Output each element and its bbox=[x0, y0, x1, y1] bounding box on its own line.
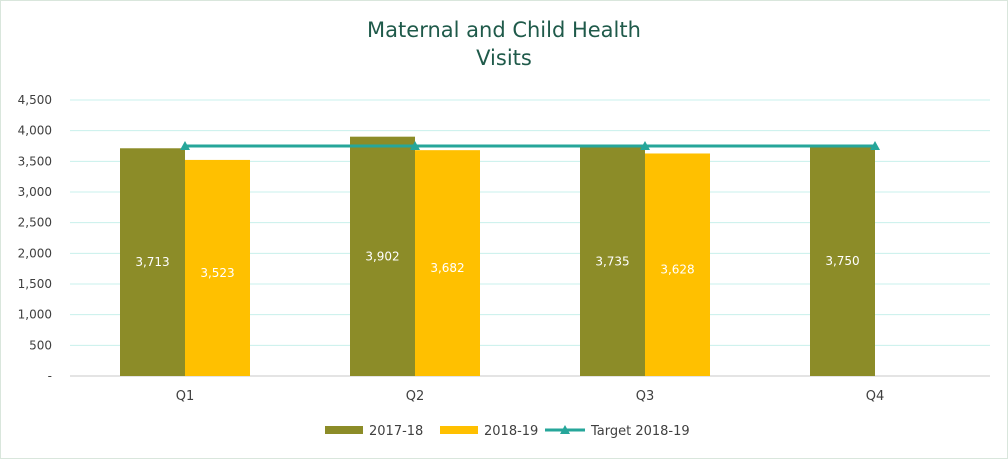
legend-item: Target 2018-19 bbox=[545, 424, 690, 439]
x-tick-label: Q2 bbox=[406, 389, 425, 404]
bar bbox=[185, 159, 250, 376]
legend-label: Target 2018-19 bbox=[590, 424, 690, 439]
data-label: 3,682 bbox=[430, 261, 464, 275]
chart-title: Maternal and Child Health Visits bbox=[0, 16, 1008, 72]
target-marker bbox=[870, 141, 880, 150]
x-tick-label: Q3 bbox=[636, 389, 655, 404]
legend-label: 2017-18 bbox=[369, 424, 423, 439]
y-tick-label: 4,000 bbox=[18, 124, 52, 138]
data-label: 3,628 bbox=[660, 263, 694, 277]
y-tick-label: 4,500 bbox=[18, 93, 52, 107]
y-tick-label: - bbox=[48, 369, 52, 383]
target-marker bbox=[640, 141, 650, 150]
bar bbox=[810, 146, 875, 376]
target-marker bbox=[410, 141, 420, 150]
bar bbox=[645, 153, 710, 376]
bar bbox=[580, 146, 645, 376]
bar bbox=[415, 150, 480, 376]
data-label: 3,902 bbox=[365, 249, 399, 263]
y-tick-label: 3,000 bbox=[18, 185, 52, 199]
data-label: 3,750 bbox=[825, 254, 859, 268]
chart-title-line-1: Maternal and Child Health bbox=[367, 18, 641, 42]
legend-swatch bbox=[440, 426, 478, 434]
bar bbox=[350, 136, 415, 376]
y-tick-label: 2,000 bbox=[18, 246, 52, 260]
x-tick-label: Q1 bbox=[176, 389, 195, 404]
y-axis: - 500 1,000 1,500 2,000 2,500 3,000 3,500 4,000 4… bbox=[18, 93, 52, 383]
chart-title-line-2: Visits bbox=[476, 46, 532, 70]
legend-swatch bbox=[325, 426, 363, 434]
bars bbox=[120, 136, 875, 376]
legend-item: 2017-18 bbox=[325, 424, 423, 439]
legend-label: 2018-19 bbox=[484, 424, 538, 439]
target-line bbox=[180, 141, 880, 150]
legend-marker bbox=[560, 425, 570, 434]
x-axis: Q1 Q2 Q3 Q4 bbox=[176, 389, 885, 404]
y-tick-label: 1,000 bbox=[18, 308, 52, 322]
y-tick-label: 3,500 bbox=[18, 154, 52, 168]
x-tick-label: Q4 bbox=[866, 389, 885, 404]
legend-item: 2018-19 bbox=[440, 424, 538, 439]
target-marker bbox=[180, 141, 190, 150]
legend: 2017-18 2018-19 Target 2018-19 bbox=[325, 424, 690, 439]
y-tick-label: 1,500 bbox=[18, 277, 52, 291]
y-tick-label: 500 bbox=[29, 338, 52, 352]
data-label: 3,523 bbox=[200, 266, 234, 280]
data-labels: 3,713 3,523 3,902 3,682 3,735 3,628 3,750 bbox=[135, 249, 859, 280]
y-tick-label: 2,500 bbox=[18, 216, 52, 230]
data-label: 3,713 bbox=[135, 255, 169, 269]
bar bbox=[120, 148, 185, 376]
data-label: 3,735 bbox=[595, 254, 629, 268]
